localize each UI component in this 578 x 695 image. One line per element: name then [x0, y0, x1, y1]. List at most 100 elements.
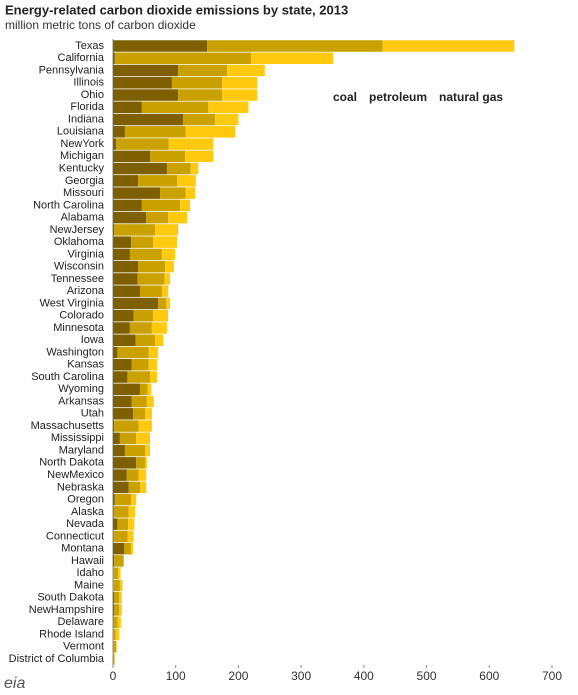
x-tick-label: 100	[166, 669, 186, 683]
category-label: South Dakota	[37, 592, 105, 604]
category-label: NewMexico	[47, 469, 104, 481]
bar-segment	[139, 383, 148, 396]
category-label: Connecticut	[46, 530, 104, 542]
bar-segment	[158, 297, 167, 310]
bar-segment	[227, 64, 265, 77]
x-tick-label: 400	[354, 669, 374, 683]
bar-segment	[171, 77, 223, 89]
bar-segment	[131, 359, 149, 371]
bar-segment	[144, 457, 147, 469]
bar-segment	[113, 211, 147, 224]
category-label: Ohio	[81, 89, 104, 101]
bar-segment	[113, 371, 128, 383]
bar-segment	[131, 236, 154, 248]
bar-segment	[113, 175, 139, 187]
bar-segment	[124, 126, 186, 138]
category-label: Wyoming	[58, 383, 104, 395]
bar-segment	[113, 199, 142, 212]
bar-segment	[113, 40, 208, 52]
bar-segment	[176, 175, 196, 187]
bar-segment	[113, 64, 179, 77]
bar-segment	[113, 628, 116, 641]
category-label: North Dakota	[39, 457, 105, 469]
x-tick-label: 300	[291, 669, 311, 683]
category-label: Maryland	[59, 444, 104, 456]
bar-segment	[160, 187, 186, 199]
bar-segment	[178, 89, 223, 101]
legend-entry: petroleum	[369, 90, 427, 104]
bar-segment	[128, 518, 135, 530]
bar-segment	[113, 101, 142, 114]
x-tick-label: 0	[110, 669, 117, 683]
category-label: Utah	[81, 408, 104, 420]
bar-segment	[127, 530, 134, 543]
bar-segment	[113, 322, 130, 334]
bar-segment	[113, 420, 115, 432]
bar-segment	[222, 77, 258, 89]
category-label: West Virginia	[40, 297, 105, 309]
bar-segment	[113, 506, 114, 518]
bar-segment	[113, 126, 125, 138]
category-label: Hawaii	[71, 555, 104, 567]
category-label: Tennessee	[51, 273, 104, 285]
category-label: Idaho	[76, 567, 104, 579]
bar-segment	[113, 187, 161, 199]
bar-segment	[119, 604, 122, 616]
bar-segment	[133, 309, 154, 322]
bar-segment	[222, 89, 258, 101]
bar-segment	[113, 469, 127, 481]
category-label: Florida	[70, 101, 105, 113]
bar-segment	[128, 481, 140, 494]
bar-segment	[114, 224, 156, 236]
bar-segment	[113, 579, 120, 592]
bar-segment	[113, 432, 120, 445]
bar-segment	[136, 457, 145, 469]
bar-segment	[113, 457, 137, 469]
bar-segment	[116, 138, 169, 150]
bar-segment	[150, 371, 157, 383]
bar-segment	[138, 260, 166, 273]
chart-subtitle: million metric tons of carbon dioxide	[5, 18, 196, 32]
bar-segment	[113, 518, 118, 530]
category-label: Alaska	[71, 506, 105, 518]
bar-segment	[113, 285, 140, 297]
category-label: NewHampshire	[29, 604, 104, 616]
category-label: North Carolina	[33, 199, 105, 211]
bar-segment	[113, 89, 179, 101]
bar-segment	[215, 113, 239, 126]
category-label: Georgia	[65, 175, 105, 187]
bar-segment	[113, 248, 130, 261]
bar-segment	[124, 542, 132, 555]
category-label: Michigan	[60, 150, 104, 162]
bar-segment	[113, 653, 115, 665]
bar-segment	[115, 628, 120, 641]
bar-segment	[114, 604, 120, 616]
bar-segment	[113, 408, 134, 420]
bar-segment	[113, 506, 129, 518]
category-label: Texas	[75, 40, 104, 52]
x-tick-label: 500	[417, 669, 437, 683]
bar-segment	[168, 211, 188, 224]
category-label: NewYork	[60, 138, 104, 150]
bar-segment	[113, 383, 140, 396]
bar-segment	[113, 555, 115, 567]
bar-segment	[185, 126, 236, 138]
bar-segment	[139, 481, 147, 494]
bar-segment	[113, 591, 115, 604]
category-label: Iowa	[81, 334, 105, 346]
bar-segment	[168, 138, 214, 150]
bar-segment	[113, 334, 136, 346]
bar-segment	[116, 640, 117, 653]
bar-segment	[113, 444, 125, 457]
legend-entry: natural gas	[439, 90, 503, 104]
bar-segment	[207, 40, 383, 52]
bar-segment	[138, 420, 152, 432]
bar-segment	[128, 506, 135, 518]
bar-segment	[117, 518, 129, 530]
bar-segment	[119, 432, 137, 445]
category-label: Nevada	[66, 518, 105, 530]
bar-segment	[135, 334, 156, 346]
chart-title: Energy-related carbon dioxide emissions …	[5, 2, 348, 17]
bar-segment	[129, 322, 152, 334]
